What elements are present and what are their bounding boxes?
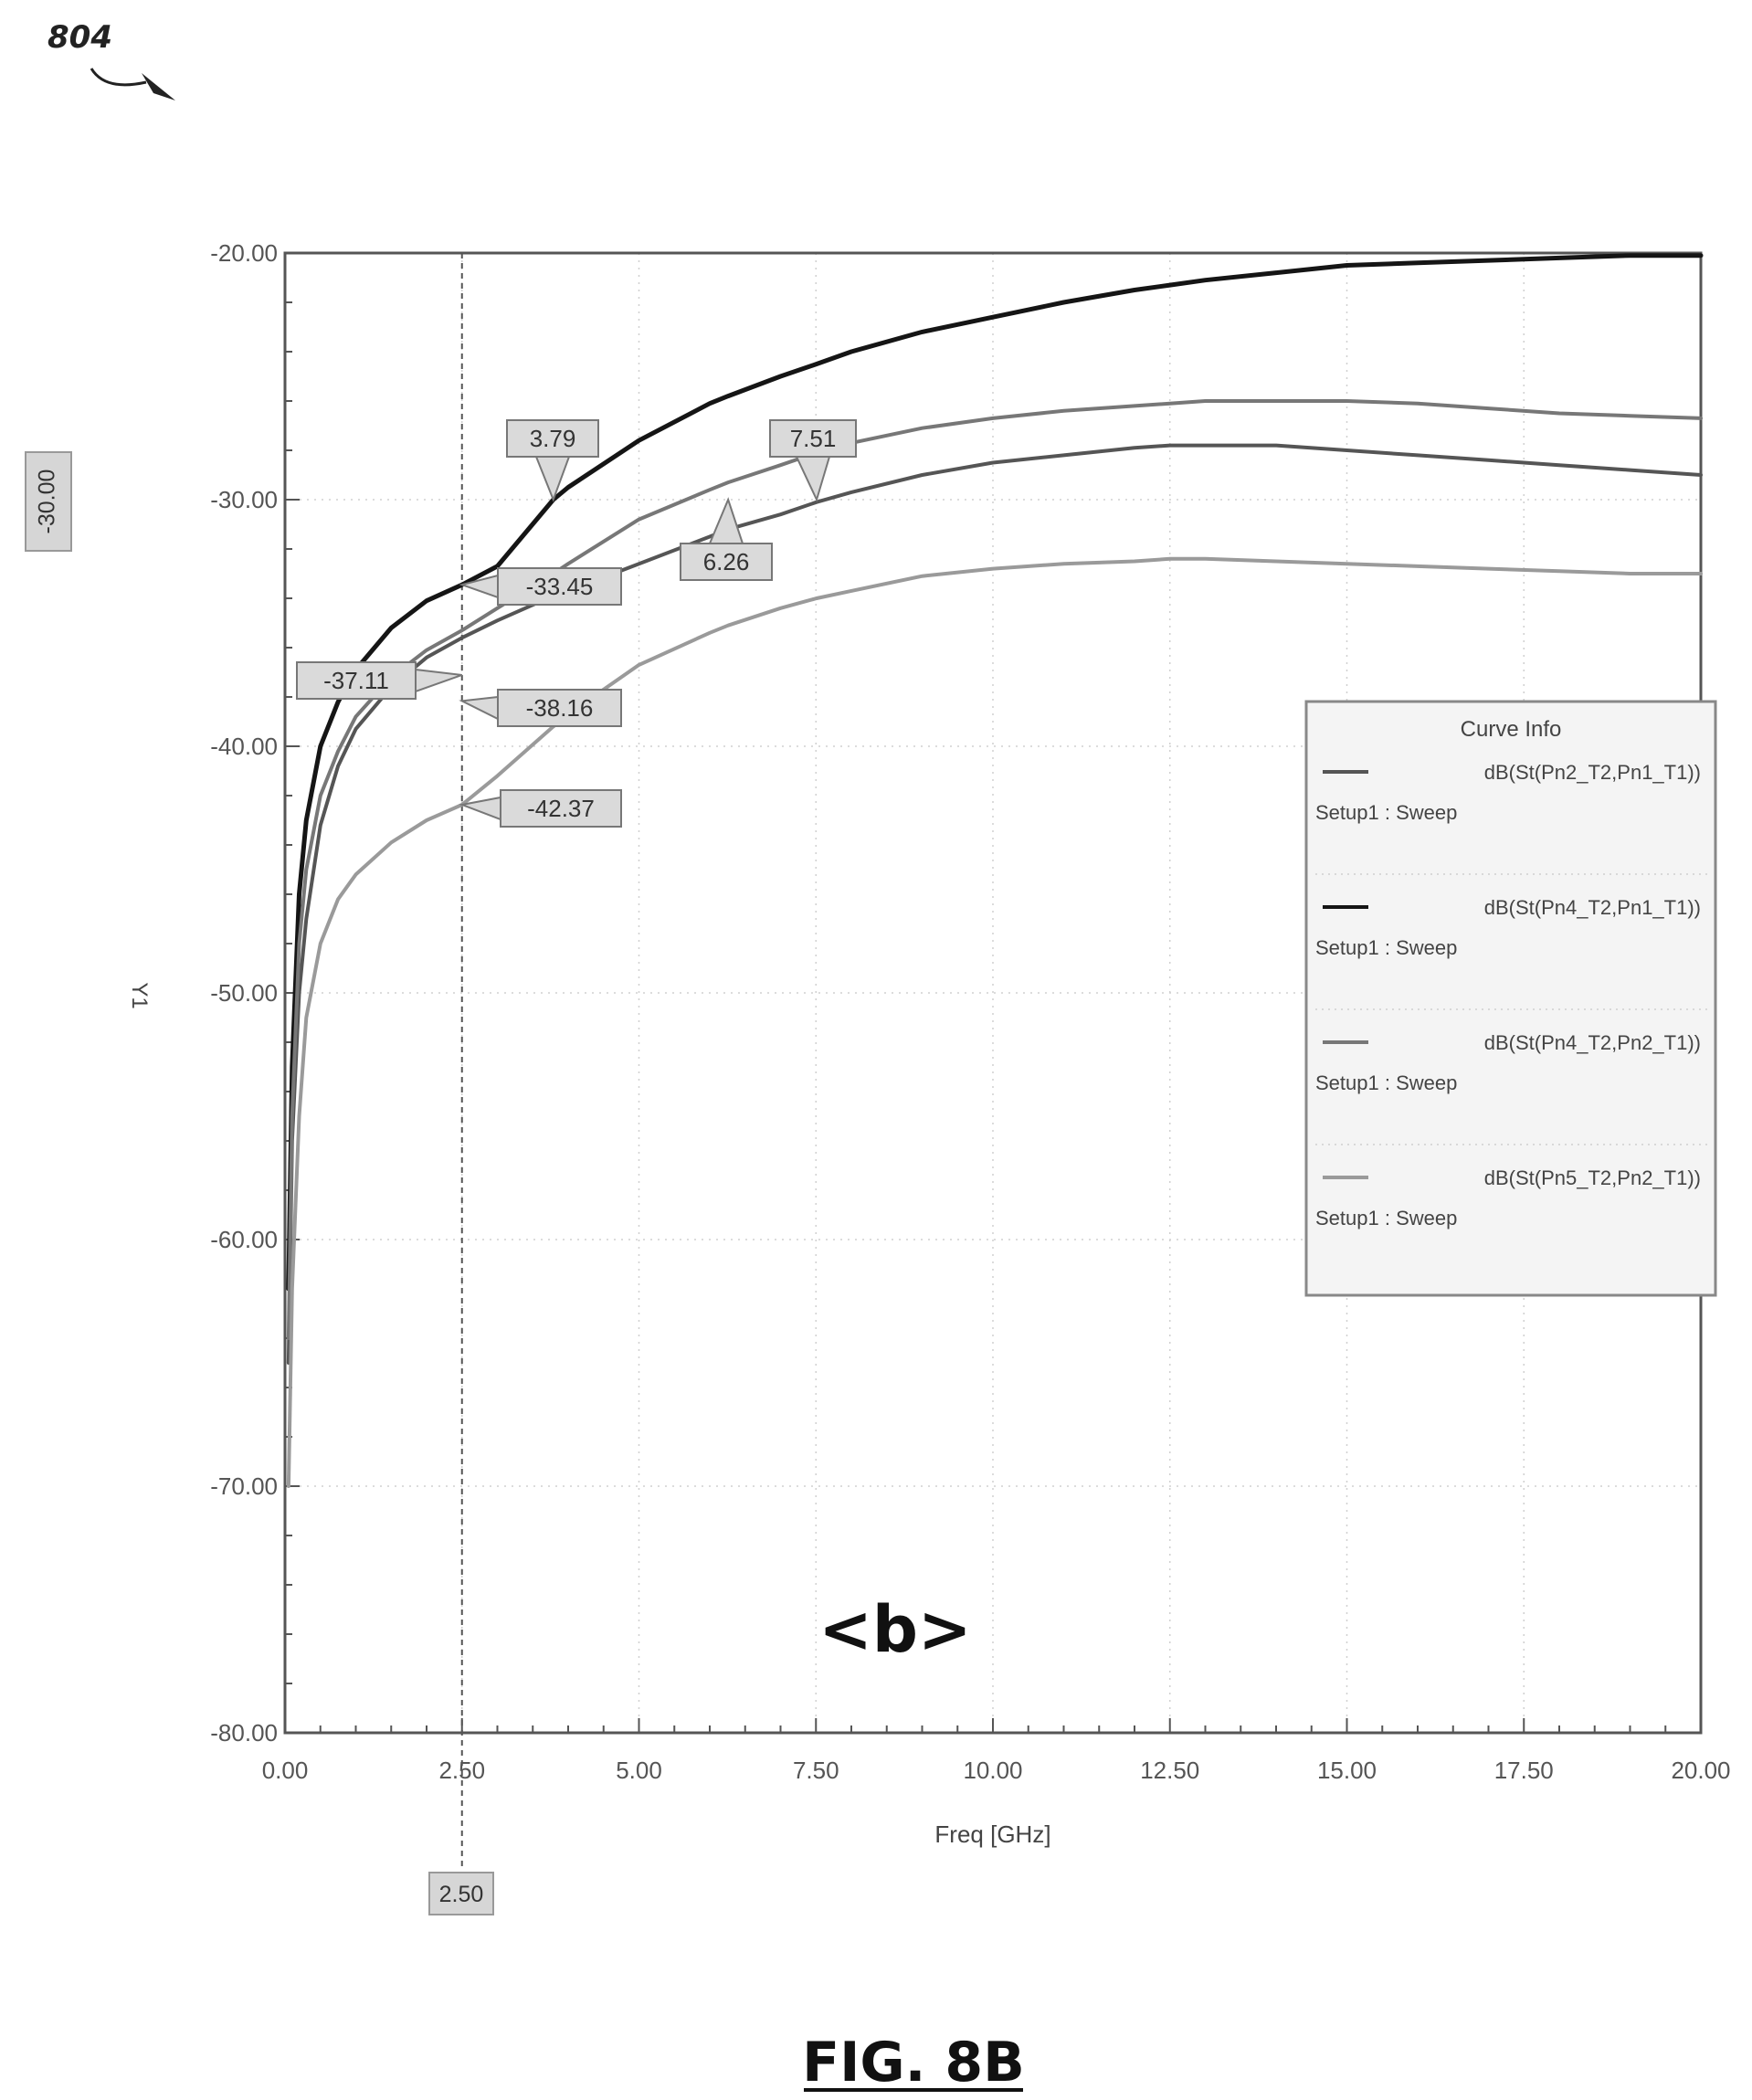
annotation-box bbox=[497, 689, 622, 727]
reference-arrow-icon bbox=[90, 68, 147, 87]
y-tick-label: -50.00 bbox=[210, 979, 278, 1007]
annotation-callout: 7.51 bbox=[769, 419, 857, 502]
annotation-callout: -33.45 bbox=[459, 567, 622, 606]
annotation-pointer bbox=[708, 497, 744, 544]
x-tick-label: 12.50 bbox=[1140, 1757, 1199, 1784]
annotation-label: 7.51 bbox=[790, 425, 837, 452]
y-marker-readout: -30.00 bbox=[25, 451, 72, 552]
y-tick-label: -60.00 bbox=[210, 1226, 278, 1253]
x-tick-label: 0.00 bbox=[262, 1757, 309, 1784]
annotation-label: -38.16 bbox=[526, 694, 594, 722]
legend-entries: dB(St(Pn2_T2,Pn1_T1)) Setup1 : Sweep dB(St… bbox=[1315, 761, 1708, 1229]
y-axis-label: Y1 bbox=[127, 982, 152, 1008]
y-marker-readout-label: -30.00 bbox=[35, 470, 60, 534]
panel-label: <b> bbox=[818, 1592, 971, 1667]
x-tick-label: 15.00 bbox=[1317, 1757, 1377, 1784]
x-tick-label: 5.00 bbox=[616, 1757, 662, 1784]
axis-ticks bbox=[284, 252, 1702, 1734]
annotations: 3.79 7.51 6.26 -33.45 -37.11 -38.16 -42.37 bbox=[296, 419, 857, 828]
annotation-label: -42.37 bbox=[527, 795, 595, 822]
x-tick-label: 10.00 bbox=[963, 1757, 1022, 1784]
legend-entry-name: dB(St(Pn2_T2,Pn1_T1)) bbox=[1484, 761, 1701, 784]
annotation-box bbox=[769, 419, 857, 458]
annotation-label: -33.45 bbox=[526, 573, 594, 600]
annotation-callout: -38.16 bbox=[459, 689, 622, 727]
legend-title: Curve Info bbox=[1461, 717, 1562, 742]
annotation-pointer bbox=[795, 456, 831, 502]
annotation-label: 6.26 bbox=[703, 548, 750, 575]
annotation-box bbox=[506, 419, 599, 458]
legend-entry-name: dB(St(Pn4_T2,Pn2_T1)) bbox=[1484, 1031, 1701, 1054]
legend-entry-sub: Setup1 : Sweep bbox=[1315, 936, 1457, 959]
x-tick-label: 17.50 bbox=[1494, 1757, 1554, 1784]
legend-box bbox=[1304, 700, 1717, 1297]
series-line-1 bbox=[286, 443, 1703, 1365]
annotation-box bbox=[497, 567, 622, 606]
legend: Curve Info dB(St(Pn2_T2,Pn1_T1)) Setup1 :… bbox=[1304, 700, 1717, 1297]
annotation-pointer bbox=[459, 574, 499, 599]
series-group bbox=[286, 253, 1704, 1488]
reference-arrowhead-icon bbox=[142, 73, 175, 100]
x-tick-label: 20.00 bbox=[1671, 1757, 1730, 1784]
annotation-label: -37.11 bbox=[323, 667, 389, 694]
annotation-callout: -37.11 bbox=[296, 661, 463, 700]
y-tick-label: -70.00 bbox=[210, 1472, 278, 1500]
legend-entry-sub: Setup1 : Sweep bbox=[1315, 801, 1457, 824]
annotation-label: 3.79 bbox=[530, 425, 576, 452]
reference-number: 804 bbox=[47, 19, 112, 56]
annotation-box bbox=[500, 789, 622, 828]
x-tick-label: 7.50 bbox=[793, 1757, 839, 1784]
y-tick-labels: -20.00 -30.00 -40.00 -50.00 -60.00 -70.00 -80.… bbox=[210, 239, 278, 1746]
x-marker-readout: 2.50 bbox=[428, 1872, 494, 1915]
x-tick-labels: 0.00 2.50 5.00 7.50 10.00 12.50 15.00 17.50 20.0… bbox=[262, 1757, 1731, 1784]
legend-entry-sub: Setup1 : Sweep bbox=[1315, 1071, 1457, 1094]
annotation-box bbox=[296, 661, 417, 700]
series-line-3 bbox=[286, 399, 1703, 1340]
y-tick-label: -40.00 bbox=[210, 733, 278, 760]
annotation-box bbox=[680, 543, 773, 581]
y-tick-label: -80.00 bbox=[210, 1719, 278, 1746]
y-tick-label: -20.00 bbox=[210, 239, 278, 267]
legend-entry-name: dB(St(Pn4_T2,Pn1_T1)) bbox=[1484, 896, 1701, 919]
figure-caption: FIG. 8B bbox=[802, 2031, 1025, 2095]
legend-entry-sub: Setup1 : Sweep bbox=[1315, 1207, 1457, 1229]
series-line-4 bbox=[286, 556, 1703, 1488]
legend-entry-name: dB(St(Pn5_T2,Pn2_T1)) bbox=[1484, 1166, 1701, 1189]
annotation-pointer bbox=[459, 695, 499, 721]
x-tick-label: 2.50 bbox=[438, 1757, 485, 1784]
x-marker-readout-label: 2.50 bbox=[439, 1882, 484, 1907]
y-tick-label: -30.00 bbox=[210, 486, 278, 513]
annotation-pointer bbox=[415, 668, 463, 693]
x-axis-label: Freq [GHz] bbox=[934, 1820, 1050, 1848]
annotation-callout: 3.79 bbox=[506, 419, 599, 502]
annotation-callout: 6.26 bbox=[680, 497, 773, 581]
annotation-callout: -42.37 bbox=[459, 789, 622, 828]
